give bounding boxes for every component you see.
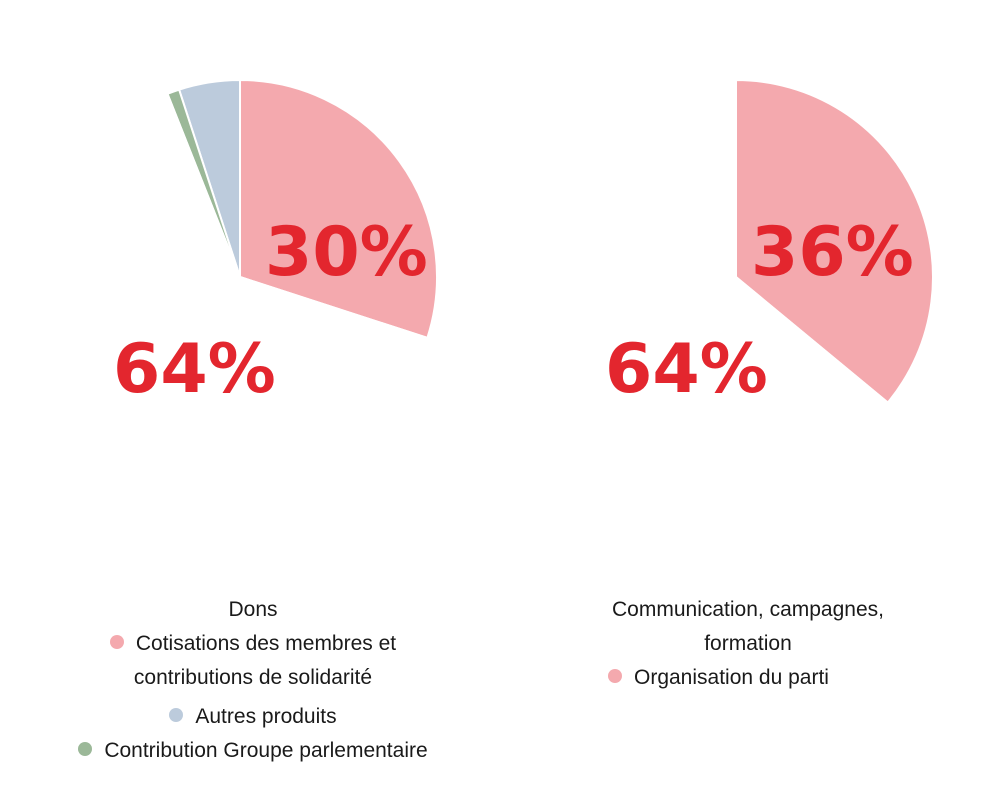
pie2-label-36: 36% bbox=[751, 213, 914, 292]
legend-label-autres: Autres produits bbox=[195, 705, 337, 728]
pie1-label-30: 30% bbox=[265, 213, 428, 292]
legend-item-contribution: Contribution Groupe parlementaire bbox=[20, 734, 486, 768]
legend-title-dons: Dons bbox=[228, 598, 278, 621]
legend-label-contribution: Contribution Groupe parlementaire bbox=[104, 739, 428, 762]
pie1-slice-dons bbox=[42, 92, 429, 475]
pie2-label-64: 64% bbox=[605, 330, 768, 409]
pie1-label-64: 64% bbox=[113, 330, 276, 409]
legend-label-cotisations-1: Cotisations des membres et bbox=[135, 632, 397, 655]
legend-title-communication-2: formation bbox=[704, 632, 792, 655]
legend-dot-green bbox=[78, 742, 93, 756]
pie2-slice-communication-campagnes-formation bbox=[538, 78, 890, 475]
legend-dot-blue bbox=[169, 708, 184, 722]
legend-label-cotisations-2: contributions de solidarité bbox=[133, 666, 373, 689]
pie-chart-expenses bbox=[538, 78, 934, 475]
legend-item-cotisations: Cotisations des membres et bbox=[20, 627, 486, 661]
pie-chart-revenue bbox=[42, 78, 438, 475]
pie2-slice-organisation-du-parti bbox=[735, 78, 934, 404]
legend-dot-pink bbox=[608, 669, 622, 683]
legend-item-organisation: Organisation du parti bbox=[530, 661, 966, 695]
legend-revenue: Dons Cotisations des membres et contribu… bbox=[20, 593, 486, 768]
pie1-slice-cotisations-des-membres-et-contributions-de-solidarit bbox=[239, 78, 438, 340]
legend-title-communication-1: Communication, campagnes, bbox=[612, 598, 884, 621]
legend-label-organisation: Organisation du parti bbox=[634, 666, 829, 689]
legend-dot-pink bbox=[109, 635, 124, 649]
legend-item-autres: Autres produits bbox=[20, 700, 486, 734]
legend-expenses: Communication, campagnes, formation Orga… bbox=[530, 593, 966, 695]
